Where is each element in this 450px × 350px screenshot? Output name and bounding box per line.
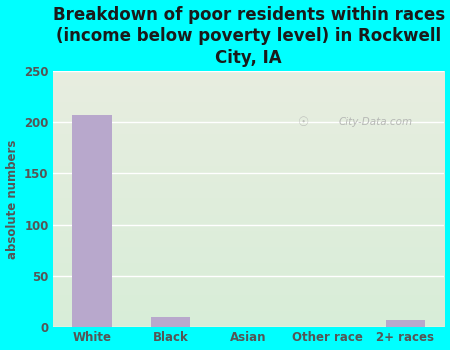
Title: Breakdown of poor residents within races
(income below poverty level) in Rockwel: Breakdown of poor residents within races… <box>53 6 445 66</box>
Bar <box>386 320 425 327</box>
Text: ☉: ☉ <box>298 116 309 129</box>
Y-axis label: absolute numbers: absolute numbers <box>5 139 18 259</box>
Text: City-Data.com: City-Data.com <box>339 117 413 127</box>
Bar <box>72 115 112 327</box>
Bar <box>151 317 190 327</box>
